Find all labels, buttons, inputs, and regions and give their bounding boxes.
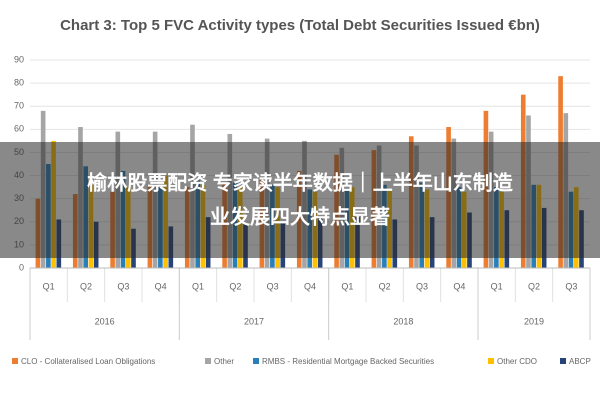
x-tick-label: Q4	[453, 281, 465, 291]
y-tick-label: 80	[14, 77, 24, 87]
x-tick-label: Q2	[80, 281, 92, 291]
group-label: 2018	[393, 316, 413, 326]
legend-swatch	[12, 358, 18, 364]
group-label: 2019	[524, 316, 544, 326]
x-tick-label: Q3	[416, 281, 428, 291]
legend-swatch	[253, 358, 259, 364]
legend-label: RMBS - Residential Mortgage Backed Secur…	[262, 357, 434, 366]
x-tick-label: Q3	[117, 281, 129, 291]
group-label: 2017	[244, 316, 264, 326]
x-tick-label: Q1	[192, 281, 204, 291]
banner-band	[0, 142, 600, 258]
chart-title: Chart 3: Top 5 FVC Activity types (Total…	[60, 17, 540, 34]
legend-label: Other	[214, 357, 234, 366]
x-tick-label: Q2	[528, 281, 540, 291]
legend-swatch	[560, 358, 566, 364]
x-tick-label: Q1	[43, 281, 55, 291]
x-tick-label: Q4	[155, 281, 167, 291]
y-tick-label: 60	[14, 124, 24, 134]
y-tick-label: 0	[19, 262, 24, 272]
legend-swatch	[488, 358, 494, 364]
x-tick-label: Q3	[565, 281, 577, 291]
group-label: 2016	[95, 316, 115, 326]
legend-label: Other CDO	[497, 357, 537, 366]
x-tick-label: Q2	[379, 281, 391, 291]
x-tick-label: Q3	[267, 281, 279, 291]
banner-text: 业发展四大特点显著	[210, 204, 390, 228]
y-tick-label: 90	[14, 54, 24, 64]
legend-swatch	[205, 358, 211, 364]
legend-label: CLO - Collateralised Loan Obligations	[21, 357, 155, 366]
x-tick-label: Q2	[229, 281, 241, 291]
y-tick-label: 70	[14, 101, 24, 111]
x-tick-label: Q1	[341, 281, 353, 291]
x-tick-label: Q1	[491, 281, 503, 291]
legend-label: ABCP	[569, 357, 591, 366]
x-tick-label: Q4	[304, 281, 316, 291]
banner-text: 榆林股票配资 专家读半年数据｜上半年山东制造	[87, 170, 514, 194]
